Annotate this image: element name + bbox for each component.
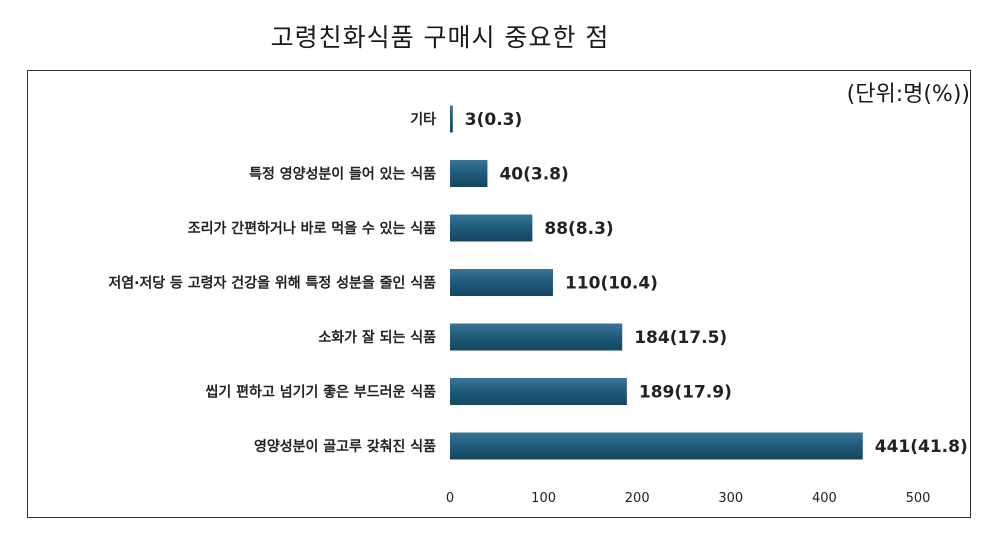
bar-6 (450, 378, 627, 405)
chart-frame (27, 70, 971, 518)
chart-title: 고령친화식품 구매시 중요한 점 (270, 23, 610, 52)
value-label-5: 184(17.5) (634, 328, 727, 348)
value-label-4: 110(10.4) (565, 274, 658, 294)
x-tick-label-100: 100 (531, 491, 556, 506)
bar-2 (450, 160, 488, 187)
x-tick-label-400: 400 (812, 491, 837, 506)
x-tick-label-200: 200 (625, 491, 650, 506)
value-label-2: 40(3.8) (499, 165, 568, 185)
bar-7 (450, 432, 863, 460)
category-label-7: 영양성분이 골고루 갖춰진 식품 (254, 438, 436, 455)
category-label-1: 기타 (410, 112, 436, 128)
bar-1 (450, 105, 453, 133)
x-tick-label-0: 0 (446, 491, 454, 506)
bars-group (450, 105, 863, 460)
x-tick-labels-group: 0 100 200 300 400 500 (446, 491, 931, 506)
value-label-1: 3(0.3) (465, 110, 522, 130)
value-label-3: 88(8.3) (544, 219, 613, 239)
category-label-4: 저염·저당 등 고령자 건강을 위해 특정 성분을 줄인 식품 (108, 275, 436, 292)
x-tick-label-300: 300 (718, 491, 743, 506)
value-labels-group: 3(0.3) 40(3.8) 88(8.3) 110(10.4) 184(17.5) 18… (465, 110, 968, 457)
x-tick-label-500: 500 (906, 491, 931, 506)
category-label-6: 씹기 편하고 넘기기 좋은 부드러운 식품 (206, 384, 437, 401)
category-label-3: 조리가 간편하거나 바로 먹을 수 있는 식품 (188, 220, 436, 237)
category-label-2: 특정 영양성분이 들어 있는 식품 (249, 166, 436, 183)
unit-note: (단위:명(%)) (846, 82, 970, 107)
bar-5 (450, 323, 623, 351)
value-label-6: 189(17.9) (639, 383, 732, 403)
value-label-7: 441(41.8) (875, 437, 968, 457)
bar-4 (450, 269, 553, 296)
category-label-5: 소화가 잘 되는 식품 (318, 330, 436, 346)
bar-3 (450, 214, 533, 242)
